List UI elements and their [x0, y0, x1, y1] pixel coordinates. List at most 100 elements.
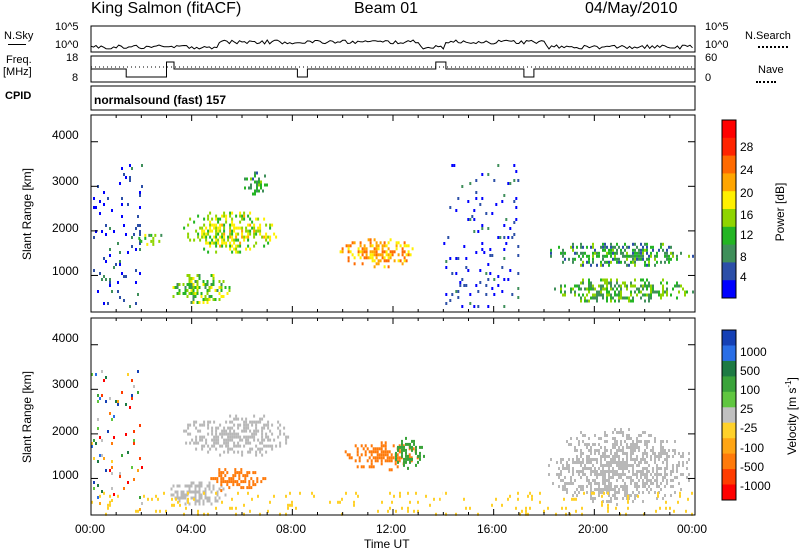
xtick-1200: 12:00 [376, 522, 407, 536]
echo-cell [109, 248, 111, 251]
echo-cell [212, 277, 215, 280]
echo-cell [626, 464, 628, 467]
echo-cell [664, 467, 666, 470]
echo-cell [256, 480, 259, 484]
echo-cell [183, 512, 185, 516]
echo-cell [224, 468, 227, 472]
echo-cell [227, 435, 230, 439]
echo-cell [170, 493, 173, 497]
echo-cell [119, 260, 121, 263]
echo-cell [576, 461, 578, 464]
echo-cell [644, 449, 646, 452]
echo-cell [202, 499, 205, 503]
echo-cell [247, 229, 250, 233]
echo-cell [676, 254, 678, 258]
echo-cell [481, 173, 484, 176]
echo-cell [188, 283, 191, 286]
echo-cell [229, 420, 232, 424]
echo-cell [225, 429, 228, 433]
echo-cell [618, 455, 620, 458]
echo-cell [211, 444, 214, 448]
echo-cell [259, 226, 262, 230]
echo-cell [263, 217, 266, 221]
echo-cell [257, 420, 260, 424]
echo-cell [109, 494, 111, 498]
echo-cell [202, 298, 205, 301]
echo-cell [374, 450, 377, 454]
echo-cell [198, 481, 201, 485]
echo-cell [360, 465, 363, 469]
echo-cell [580, 263, 582, 267]
echo-cell [229, 244, 232, 248]
echo-cell [574, 449, 576, 452]
echo-cell [562, 467, 564, 470]
echo-cell [341, 512, 343, 516]
echo-cell [190, 301, 193, 304]
echo-cell [208, 298, 211, 301]
echo-cell [684, 290, 686, 294]
echo-cell [249, 420, 252, 424]
axis-ticks [90, 115, 696, 515]
power-ytick-1000: 1000 [52, 264, 79, 278]
echo-cell [395, 451, 397, 455]
echo-cell [602, 278, 604, 282]
echo-cell [239, 244, 242, 248]
echo-cell [229, 229, 232, 233]
echo-cell [554, 287, 556, 291]
echo-cell [590, 470, 592, 473]
echo-cell [590, 485, 592, 488]
echo-cell [139, 191, 141, 194]
echo-cell [560, 461, 562, 464]
echo-cell [632, 443, 634, 446]
echo-cell [644, 242, 646, 246]
vel-cbar-tick-m100: -100 [740, 441, 765, 455]
echo-cell [620, 428, 622, 431]
echo-cell [218, 280, 221, 283]
echo-cell [600, 278, 602, 282]
power-cbar-tick-24: 24 [740, 163, 754, 177]
echo-cell [91, 445, 93, 448]
echo-cell [576, 245, 578, 249]
beam-title: Beam 01 [354, 0, 419, 17]
echo-cell [223, 429, 226, 433]
echo-cell [232, 480, 235, 484]
echo-cell [616, 242, 618, 246]
echo-cell [388, 456, 391, 460]
echo-cell [642, 251, 644, 255]
echo-cell [214, 499, 217, 503]
echo-cell [103, 302, 105, 305]
echo-cell [572, 461, 574, 464]
echo-cell [646, 284, 648, 288]
velocity-ytick-1000: 1000 [52, 468, 79, 482]
echo-cell [654, 257, 656, 261]
echo-cell [212, 487, 215, 491]
echo-cell [195, 435, 198, 439]
echo-cell [680, 251, 682, 255]
echo-cell [257, 429, 260, 433]
echo-cell [646, 257, 648, 261]
echo-cell [646, 467, 648, 470]
echo-cell [198, 499, 201, 503]
echo-cell [198, 286, 201, 289]
echo-cell [638, 251, 640, 255]
echo-cell [371, 259, 374, 263]
echo-cell [285, 494, 287, 498]
velocity-cbar-label-end: ] [785, 377, 799, 381]
echo-cell [614, 494, 616, 497]
echo-cell [634, 290, 636, 294]
echo-cell [265, 232, 268, 236]
echo-cell [233, 223, 236, 227]
echo-cell [376, 459, 379, 463]
echo-cell [357, 253, 360, 257]
echo-cell [603, 491, 605, 495]
echo-cell [650, 473, 652, 476]
echo-cell [231, 211, 234, 215]
echo-cell [123, 173, 125, 176]
echo-cell [255, 450, 258, 454]
echo-cell [648, 257, 650, 261]
echo-cell [654, 437, 656, 440]
echo-cell [662, 440, 664, 443]
echo-cell [203, 512, 205, 516]
echo-cell [209, 211, 212, 215]
power-colorbar [721, 119, 737, 299]
